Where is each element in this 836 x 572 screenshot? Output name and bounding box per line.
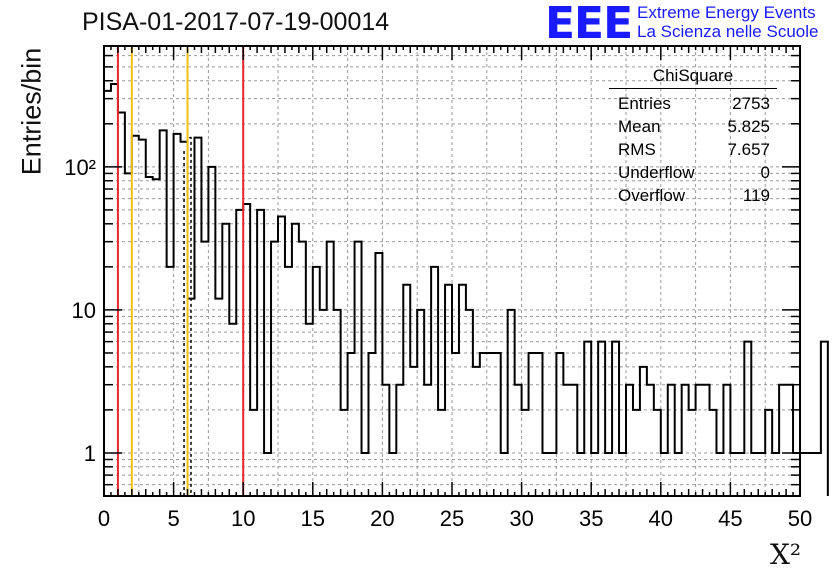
chart-title: PISA-01-2017-07-19-00014 <box>82 8 390 36</box>
stats-row-rms: RMS 7.657 <box>609 138 777 161</box>
x-tick-label: 0 <box>98 506 110 531</box>
eee-logo: EEE <box>545 0 633 49</box>
stats-label: RMS <box>618 140 656 159</box>
logo-caption-line2: La Scienza nelle Scuole <box>637 22 819 41</box>
stats-row-mean: Mean 5.825 <box>609 115 777 138</box>
y-tick-label: 10 <box>72 298 96 323</box>
stats-value: 5.825 <box>727 117 770 136</box>
x-tick-label: 30 <box>509 506 533 531</box>
x-tick-label: 25 <box>440 506 464 531</box>
x-tick-label: 50 <box>788 506 812 531</box>
y-axis-label: Entries/bin <box>16 47 47 176</box>
dashed-bar <box>186 136 192 496</box>
x-tick-label: 35 <box>579 506 603 531</box>
stats-value: 2753 <box>732 94 770 113</box>
logo-caption-line1: Extreme Energy Events <box>637 3 816 22</box>
x-tick-label: 40 <box>649 506 673 531</box>
x-tick-label: 5 <box>167 506 179 531</box>
y-tick-label: 1 <box>84 441 96 466</box>
stats-box: ChiSquare Entries 2753 Mean 5.825 RMS 7.… <box>609 66 777 207</box>
x-tick-label: 45 <box>718 506 742 531</box>
stats-label: Overflow <box>618 186 686 205</box>
stats-row-entries: Entries 2753 <box>609 92 777 115</box>
histogram-series <box>103 82 829 496</box>
x-tick-label: 10 <box>231 506 255 531</box>
stats-row-underflow: Underflow 0 <box>609 161 777 184</box>
y-tick-label: 10² <box>64 155 96 180</box>
x-tick-label: 20 <box>370 506 394 531</box>
stats-value: 119 <box>742 186 770 205</box>
stats-value: 7.657 <box>727 140 770 159</box>
stats-label: Mean <box>618 117 661 136</box>
x-tick-label: 15 <box>301 506 325 531</box>
stats-title: ChiSquare <box>609 66 777 89</box>
stats-label: Entries <box>618 94 671 113</box>
x-axis-label: X² <box>770 538 802 571</box>
stats-label: Underflow <box>618 163 695 182</box>
stats-value: 0 <box>760 163 770 182</box>
stats-row-overflow: Overflow 119 <box>609 184 777 207</box>
